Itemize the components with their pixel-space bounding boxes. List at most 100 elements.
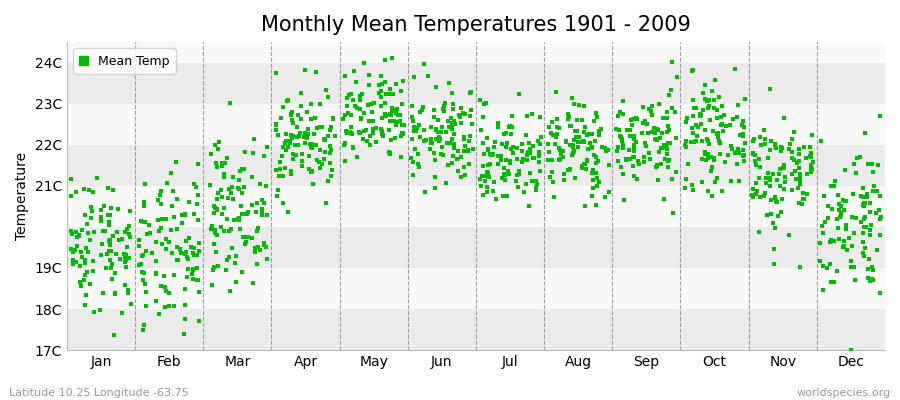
Point	[767, 261, 781, 267]
Point	[837, 198, 851, 204]
Point	[139, 289, 153, 295]
Point	[545, 168, 560, 175]
Point	[432, 136, 446, 142]
Point	[390, 106, 404, 112]
Point	[304, 144, 319, 151]
Point	[206, 203, 220, 210]
Point	[690, 133, 705, 139]
Point	[628, 138, 643, 145]
Point	[626, 142, 641, 148]
Point	[220, 267, 234, 273]
Point	[649, 136, 663, 142]
Point	[105, 233, 120, 239]
Point	[687, 139, 701, 145]
Point	[154, 225, 168, 231]
Point	[79, 292, 94, 298]
Point	[553, 156, 567, 162]
Point	[825, 206, 840, 212]
Point	[186, 266, 201, 273]
Point	[522, 146, 536, 152]
Point	[698, 148, 713, 155]
Point	[768, 246, 782, 252]
Point	[379, 91, 393, 97]
Point	[346, 144, 360, 150]
Point	[98, 228, 112, 234]
Point	[428, 156, 443, 163]
Point	[689, 121, 704, 128]
Point	[184, 244, 198, 250]
Point	[302, 140, 317, 147]
Point	[476, 101, 491, 108]
Point	[457, 164, 472, 170]
Point	[793, 180, 807, 187]
Point	[749, 191, 763, 197]
Point	[827, 279, 842, 285]
Point	[357, 60, 372, 67]
Point	[578, 202, 592, 209]
Point	[816, 193, 831, 199]
Point	[704, 167, 718, 174]
Point	[506, 144, 520, 150]
Point	[562, 114, 577, 120]
Point	[137, 218, 151, 225]
Point	[679, 142, 693, 148]
Bar	[67, 42, 885, 63]
Point	[557, 176, 572, 183]
Point	[869, 246, 884, 253]
Point	[112, 237, 126, 243]
Point	[457, 148, 472, 154]
Point	[730, 160, 744, 167]
Point	[685, 130, 699, 136]
Point	[489, 196, 503, 202]
Point	[483, 161, 498, 168]
Point	[348, 102, 363, 109]
Point	[771, 171, 786, 177]
Point	[660, 109, 674, 116]
Point	[445, 136, 459, 142]
Point	[518, 181, 533, 187]
Point	[84, 214, 98, 221]
Point	[276, 173, 291, 180]
Point	[632, 161, 646, 167]
Point	[457, 142, 472, 149]
Point	[565, 95, 580, 101]
Point	[785, 148, 799, 155]
Point	[661, 123, 675, 130]
Point	[561, 116, 575, 122]
Point	[136, 252, 150, 258]
Point	[496, 193, 510, 200]
Point	[664, 87, 679, 93]
Point	[149, 298, 164, 304]
Point	[137, 322, 151, 329]
Point	[420, 72, 435, 79]
Point	[122, 231, 137, 238]
Point	[819, 265, 833, 272]
Point	[404, 155, 419, 161]
Point	[285, 156, 300, 162]
Point	[160, 180, 175, 186]
Point	[680, 138, 694, 144]
Point	[495, 174, 509, 181]
Point	[753, 134, 768, 140]
Point	[616, 98, 630, 104]
Point	[791, 185, 806, 192]
Point	[589, 160, 603, 166]
Point	[103, 237, 117, 243]
Point	[776, 164, 790, 171]
Point	[328, 132, 342, 139]
Point	[804, 154, 818, 161]
Point	[137, 203, 151, 210]
Bar	[67, 186, 885, 227]
Point	[167, 303, 182, 310]
Point	[378, 100, 392, 106]
Point	[166, 202, 180, 209]
Point	[409, 128, 423, 134]
Point	[72, 233, 86, 240]
Point	[214, 224, 229, 230]
Point	[585, 192, 599, 199]
Point	[139, 303, 153, 310]
Point	[528, 178, 543, 184]
Point	[118, 251, 132, 257]
Point	[293, 116, 308, 122]
Point	[190, 192, 204, 199]
